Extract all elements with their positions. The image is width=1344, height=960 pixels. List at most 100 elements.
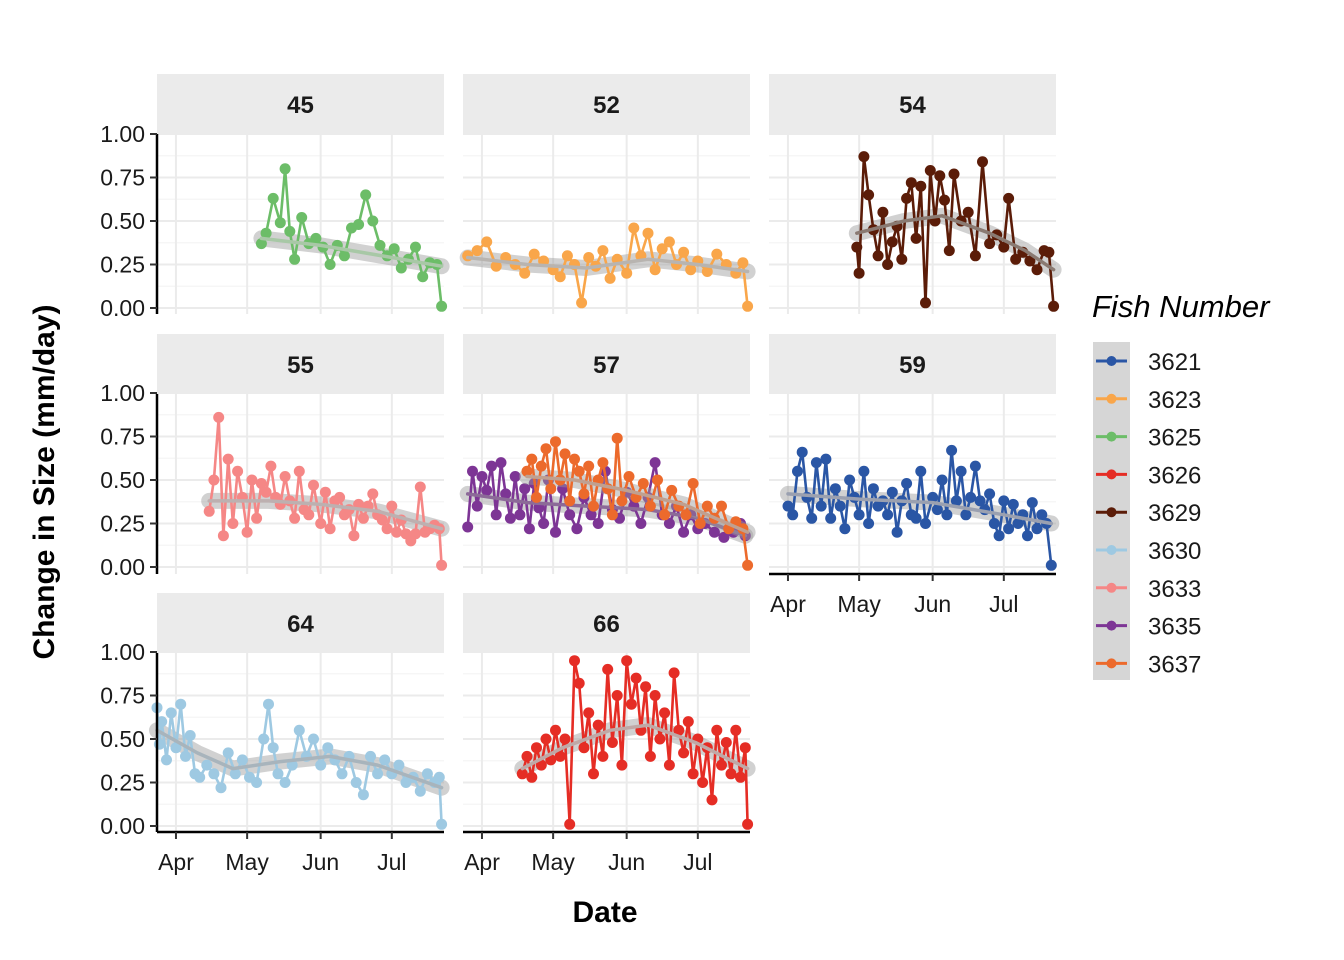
data-point [559,448,571,460]
data-point [711,248,723,260]
data-point [1031,264,1043,276]
data-point [706,794,718,806]
data-point [839,523,851,535]
legend-item-3626: 3626 [1096,462,1201,489]
data-point [806,512,818,524]
data-point [787,509,799,521]
data-point [526,453,538,465]
data-point [640,681,652,693]
data-point [251,777,263,788]
data-point [388,243,400,255]
legend-item-3630: 3630 [1096,538,1201,565]
panels-layer: 45 0.00 0.25 0.50 0.75 1.00 52 54 55 0.00 0.25 0.50… [100,74,1062,875]
data-point [1003,192,1015,204]
y-tick-label: 1.00 [100,380,145,406]
data-point [901,192,913,204]
data-point [545,483,557,495]
data-point [863,189,875,201]
legend-label: 3637 [1148,651,1201,678]
panel-54: 54 [769,74,1062,314]
data-point [486,460,497,472]
series-3625 [253,163,450,312]
legend-label: 3626 [1148,462,1201,489]
panel-45: 45 0.00 0.25 0.50 0.75 1.00 [100,74,450,321]
data-point [156,716,168,728]
legend-label: 3630 [1148,538,1201,565]
data-point [263,698,274,710]
data-point [820,453,832,465]
data-point [663,759,675,771]
data-point [272,768,284,780]
panel-strip-label: 59 [899,352,926,379]
y-tick-label: 0.25 [100,770,145,796]
legend-item-3625: 3625 [1096,425,1201,452]
data-point [863,518,875,529]
panel-strip [463,334,750,394]
data-point [649,690,661,701]
data-point [604,272,616,284]
y-tick-label: 0.50 [100,208,145,234]
data-point [993,530,1005,542]
data-point [616,495,628,507]
data-point [528,248,540,260]
data-point [941,509,953,521]
data-point [815,500,827,512]
data-point [687,478,699,489]
data-point [481,236,493,248]
y-tick-label: 0.50 [100,726,145,752]
data-point [998,241,1010,253]
panel-strip [463,74,750,134]
data-point [927,491,939,503]
legend-key-point [1106,545,1117,555]
legend-label: 3621 [1148,349,1201,376]
data-point [255,238,267,250]
data-point [471,500,483,512]
panel-strip [157,334,444,394]
data-point [720,737,732,748]
data-point [372,768,384,780]
data-point [180,750,191,762]
data-point [920,297,931,309]
data-point [905,177,917,189]
x-axis-title: Date [572,896,637,929]
data-point [500,488,512,500]
data-point [628,222,640,234]
data-point [365,750,376,762]
data-point [386,500,398,512]
data-point [251,512,263,524]
data-point [825,512,837,524]
x-tick-label: Jul [683,849,712,875]
data-point [571,523,583,535]
data-point [644,750,656,762]
data-point [379,754,391,766]
data-point [203,505,215,517]
series-line [260,167,443,307]
data-point [891,526,903,538]
x-tick-label: May [225,849,269,875]
data-point [260,227,272,239]
data-point [350,777,362,788]
data-point [810,457,822,469]
panel-52: 52 [459,74,756,314]
data-point [644,500,656,512]
data-point [659,509,671,521]
data-point [569,655,580,667]
data-point [742,559,754,571]
data-point [260,486,272,498]
data-point [931,504,943,516]
data-point [663,236,675,248]
data-point [246,474,258,486]
legend: Fish Number 3621 3623 3625 3626 3629 3630 3633… [1092,289,1271,680]
data-point [623,471,635,482]
panel-55: 55 0.00 0.25 0.50 0.75 1.00 [100,334,450,580]
data-point [652,474,663,486]
data-point [742,300,754,312]
data-point [882,259,894,270]
data-point [936,474,948,486]
data-point [338,250,350,262]
data-point [708,526,720,538]
data-point [943,245,955,257]
data-point [194,771,206,783]
data-point [308,479,319,491]
data-point [934,170,946,182]
